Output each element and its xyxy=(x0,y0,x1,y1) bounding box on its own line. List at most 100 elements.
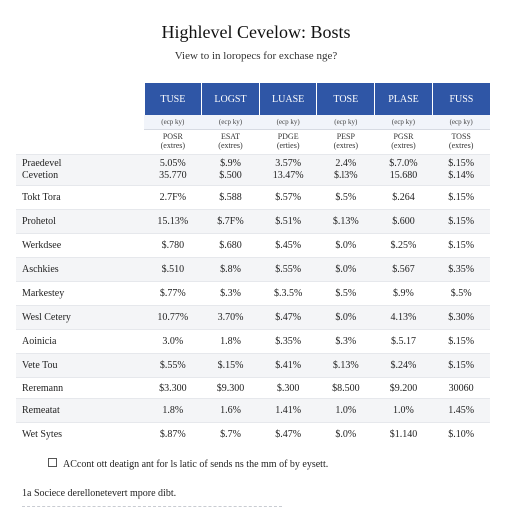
row-label-text: Aschkies xyxy=(22,264,59,275)
subheader-blank xyxy=(16,115,145,130)
table-cell: $.15% xyxy=(432,329,490,354)
cell-value: 1.6% xyxy=(220,405,241,416)
cell-value: $.15% xyxy=(448,240,475,251)
table-cell: $.7.0% 15.680 xyxy=(374,154,433,186)
table-cell: $.51% xyxy=(259,209,317,234)
row-label-text: Cevetion xyxy=(22,170,59,181)
table-cell: 1.0% xyxy=(374,398,433,423)
column-metric: PGSR (extres) xyxy=(375,130,433,155)
column-header[interactable]: LOGST xyxy=(201,83,260,115)
table-cell: $.300 xyxy=(259,377,317,399)
table-cell: $.9% xyxy=(374,281,433,306)
table-cell: $.588 xyxy=(201,185,260,210)
cell-value: $.13% xyxy=(332,216,359,227)
cell-value: $.3% xyxy=(220,288,241,299)
cell-value: $.8% xyxy=(220,264,241,275)
page-subtitle: View to in loropecs for exchase nge? xyxy=(174,50,338,62)
cell-value: $.0% xyxy=(335,429,357,440)
table-cell: $.7% xyxy=(201,422,260,446)
metric-unit: (extres) xyxy=(333,141,359,150)
metric-blank xyxy=(16,130,144,155)
metric-unit: (extres) xyxy=(448,141,474,150)
metric-unit: (extres) xyxy=(160,141,186,150)
table-cell: $.87% xyxy=(144,422,202,446)
table-cell: $.15% xyxy=(432,353,490,378)
row-label-text: Wesl Cetery xyxy=(22,312,71,323)
cell-value: $.55% xyxy=(275,264,302,275)
cell-value: 15.13% xyxy=(157,216,189,227)
cell-value: 1.41% xyxy=(275,405,302,416)
table-cell: $.10% xyxy=(432,422,490,446)
table-cell: $.13% xyxy=(316,353,375,378)
row-label-text: Prohetol xyxy=(22,216,56,227)
table-cell: $.15% xyxy=(432,233,490,258)
table-row: Tokt Tora 2.7F% $.588 $.57% $.5% $.264 $.15% xyxy=(16,185,490,210)
table-row: Aoinicia 3.0% 1.8% $.35% $.3% $.5.17 $.15% xyxy=(16,329,490,354)
cell-value: 35.770 xyxy=(159,170,187,181)
table-cell: 3.57% 13.47% xyxy=(259,154,317,186)
row-label: Wet Sytes xyxy=(16,422,145,446)
table-cell: $1.140 xyxy=(374,422,433,446)
checkbox-icon[interactable] xyxy=(48,458,57,467)
table-cell: $.510 xyxy=(144,257,202,282)
table-cell: $.7F% xyxy=(201,209,260,234)
table-cell: $.0% xyxy=(316,233,375,258)
column-header[interactable]: FUSS xyxy=(431,83,490,115)
column-metric: POSR (extres) xyxy=(144,130,202,155)
table-row: Vete Tou $.55% $.15% $.41% $.13% $.24% $.15% xyxy=(16,353,490,378)
cell-value: $.57% xyxy=(275,192,302,203)
cell-value: $.55% xyxy=(159,360,186,371)
column-header[interactable]: TOSE xyxy=(316,83,375,115)
table-cell: 15.13% xyxy=(144,209,202,234)
table-cell: $.25% xyxy=(374,233,433,258)
cell-value: $.35% xyxy=(448,264,475,275)
cell-value: 13.47% xyxy=(272,170,304,181)
column-header[interactable]: TUSE xyxy=(143,83,202,115)
table-cell: 1.45% xyxy=(432,398,490,423)
metric-unit: (erties) xyxy=(276,141,300,150)
table-cell: $.15% xyxy=(432,209,490,234)
cell-value: $.5% xyxy=(335,192,357,203)
table-cell: 3.0% xyxy=(144,329,202,354)
table-row: Wet Sytes $.87% $.7% $.47% $.0% $1.140 $.10% xyxy=(16,422,490,446)
cell-value: $8.500 xyxy=(332,382,360,394)
page-title: Highlevel Cevelow: Bosts xyxy=(161,22,351,42)
table-cell: $.47% xyxy=(259,422,317,446)
row-label-text: Werkdsee xyxy=(22,240,62,251)
cell-value: 3.57% xyxy=(275,158,302,169)
table-cell: 2.7F% xyxy=(144,185,202,210)
cell-value: $.14% xyxy=(448,170,475,181)
metric-name: POSR xyxy=(162,132,183,142)
table-cell: $.0% xyxy=(316,422,375,446)
column-header[interactable]: LUASE xyxy=(258,83,317,115)
cell-value: $.7% xyxy=(220,429,241,440)
data-table: TUSE LOGST LUASE TOSE PLASE FUSS (ecp ky… xyxy=(16,83,490,446)
metric-unit: (extres) xyxy=(218,141,243,150)
table-cell: $.15% $.14% xyxy=(432,154,490,186)
table-cell: $.3% xyxy=(316,329,375,354)
cell-value: $.780 xyxy=(161,240,185,251)
header-row: TUSE LOGST LUASE TOSE PLASE FUSS xyxy=(16,83,490,115)
column-subheader: (ecp ky) xyxy=(259,115,317,130)
cell-value: 1.45% xyxy=(448,405,475,416)
cell-value: $.588 xyxy=(219,192,242,203)
cell-value: 3.0% xyxy=(162,336,184,347)
column-metric: ESAT (extres) xyxy=(202,130,260,155)
cell-value: 30060 xyxy=(448,382,474,394)
row-label: Reremann xyxy=(16,377,145,399)
table-row: Markestey $.77% $.3% $.3.5% $.5% $.9% $.5% xyxy=(16,281,490,306)
table-cell: $.15% xyxy=(201,353,260,378)
cell-value: $.5.17 xyxy=(390,336,416,347)
row-label: Remeatat xyxy=(16,398,145,423)
table-cell: 5.05% 35.770 xyxy=(144,154,202,186)
cell-value: $.3% xyxy=(335,336,357,347)
table-row: Praedevel Cevetion 5.05% 35.770 $.9% $.500 3.5… xyxy=(16,154,490,186)
table-row: Wesl Cetery 10.77% 3.70% $.47% $.0% 4.13% $.30… xyxy=(16,305,490,330)
table-cell: $.3.5% xyxy=(259,281,317,306)
cell-value: 3.70% xyxy=(217,312,244,323)
cell-value: $1.140 xyxy=(389,429,418,440)
footnote-text: ACcont ott deatign ant for ls latic of s… xyxy=(63,459,329,470)
column-header[interactable]: PLASE xyxy=(374,83,433,115)
table-cell: 1.0% xyxy=(316,398,375,423)
metric-name: TOSS xyxy=(451,132,471,142)
